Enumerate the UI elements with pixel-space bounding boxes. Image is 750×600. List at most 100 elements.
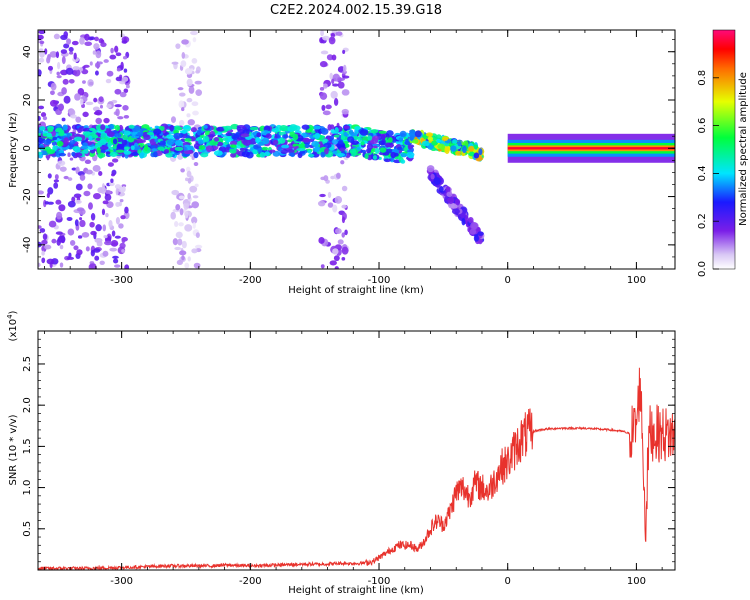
y-tick-label: -40 — [22, 237, 33, 253]
spectrogram-cell — [124, 206, 129, 214]
spectrogram-cell — [322, 83, 328, 89]
spectrogram-cell — [393, 152, 399, 157]
spectrogram-cell — [166, 134, 174, 139]
spectrogram-cell — [118, 201, 122, 207]
spectrogram-cell — [93, 43, 100, 50]
spectrogram-cell — [304, 144, 311, 148]
spectrogram-cell — [332, 248, 339, 255]
spectrogram-cell — [430, 173, 435, 180]
spectrogram-cell — [121, 76, 129, 82]
spectrogram-cell — [213, 150, 223, 156]
spectrogram-cell — [39, 228, 46, 233]
x-tick-label: -100 — [368, 576, 391, 587]
spectrogram-cell — [407, 143, 413, 150]
spectrogram-cell — [41, 250, 45, 256]
spectrogram-cell — [89, 61, 93, 66]
spectrogram-cell — [469, 228, 477, 235]
spectrogram-cell — [277, 146, 283, 152]
spectrogram-cell — [172, 238, 178, 246]
spectrogram-cell — [297, 152, 303, 159]
spectrogram-cell — [336, 153, 346, 157]
spectrogram-cell — [116, 143, 125, 150]
spectrogram-cell — [109, 181, 115, 187]
spectrogram-cell — [95, 137, 101, 142]
spectrogram-cell — [79, 37, 85, 45]
spectrogram-cell — [340, 160, 345, 165]
spectrogram-cell — [187, 119, 196, 126]
spectrogram-cell — [191, 248, 198, 254]
spectrogram-cell — [186, 113, 191, 118]
spectrogram-cell — [114, 264, 121, 268]
spectrogram-cell — [83, 190, 91, 197]
spectrogram-cell — [97, 152, 106, 158]
spectrogram-cell — [65, 67, 74, 75]
spectrogram-cell — [319, 193, 326, 198]
spectrogram-cell — [436, 138, 441, 144]
spectrogram-cell — [93, 248, 101, 253]
spectrogram-cell — [175, 231, 183, 239]
spectrogram-cell — [93, 111, 101, 116]
spectrogram-cell — [324, 147, 329, 155]
spectrogram-cell — [43, 139, 52, 145]
spectrogram-cell — [379, 147, 387, 153]
spectrogram-cell — [74, 219, 79, 227]
spectrogram-cell — [450, 145, 457, 152]
spectrogram-band — [507, 147, 675, 150]
colorbar-tick-label: 0.6 — [697, 118, 708, 134]
spectrogram-cell — [82, 80, 86, 84]
spectrogram-cell — [115, 187, 119, 196]
spectrogram-cell — [175, 43, 181, 49]
spectrogram-cell — [265, 133, 272, 140]
spectrogram-cell — [354, 126, 361, 131]
spectrogram-cell — [327, 202, 334, 208]
spectrogram-cell — [106, 104, 112, 109]
x-tick-label: 0 — [505, 275, 511, 286]
spectrogram-cell — [112, 138, 118, 145]
spectrogram-cell — [79, 217, 83, 221]
spectrogram-cell — [169, 124, 174, 132]
spectrogram-cell — [108, 123, 115, 130]
spectrogram-ylabel: Frequency (Hz) — [8, 112, 19, 188]
spectrogram-cell — [191, 201, 200, 209]
spectrogram-cell — [71, 167, 77, 171]
spectrogram-cell — [90, 230, 97, 236]
spectrogram-cell — [130, 145, 135, 151]
spectrogram-cell — [257, 147, 263, 153]
spectrogram-cell — [47, 201, 54, 205]
spectrogram-cell — [230, 144, 237, 149]
spectrogram-cell — [200, 152, 209, 158]
spectrogram-cell — [166, 138, 175, 146]
spectrogram-cell — [296, 147, 306, 152]
spectrogram-cell — [188, 85, 195, 94]
spectrogram-cell — [76, 207, 85, 212]
spectrogram-cell — [106, 131, 116, 137]
spectrogram-cell — [307, 150, 312, 154]
spectrogram-cell — [96, 147, 101, 154]
spectrogram-cell — [372, 135, 379, 141]
spectrogram-cell — [236, 126, 242, 132]
spectrogram-cell — [326, 54, 334, 61]
spectrogram-cell — [320, 264, 325, 269]
spectrogram-cell — [279, 137, 286, 144]
colorbar-tick-label: 0.2 — [697, 213, 708, 229]
spectrogram-cell — [374, 147, 380, 154]
spectrogram-cell — [66, 256, 75, 260]
spectrogram-cell — [56, 140, 64, 147]
spectrogram-cell — [205, 145, 213, 153]
spectrogram-cell — [120, 215, 126, 220]
spectrogram-cell — [178, 195, 185, 200]
spectrogram-cell — [123, 88, 129, 94]
spectrogram-cell — [186, 97, 193, 103]
spectrogram-cell — [198, 139, 204, 145]
spectrogram-cell — [67, 200, 76, 208]
spectrogram-cell — [239, 147, 246, 151]
spectrogram-cell — [77, 235, 83, 239]
spectrogram-cell — [323, 175, 329, 182]
spectrogram-cell — [187, 256, 191, 262]
spectrogram-cell — [46, 258, 55, 265]
spectrogram-cell — [229, 140, 237, 146]
spectrogram-cell — [192, 37, 197, 43]
spectrogram-cell — [403, 147, 408, 152]
spectrogram-cell — [385, 148, 394, 154]
